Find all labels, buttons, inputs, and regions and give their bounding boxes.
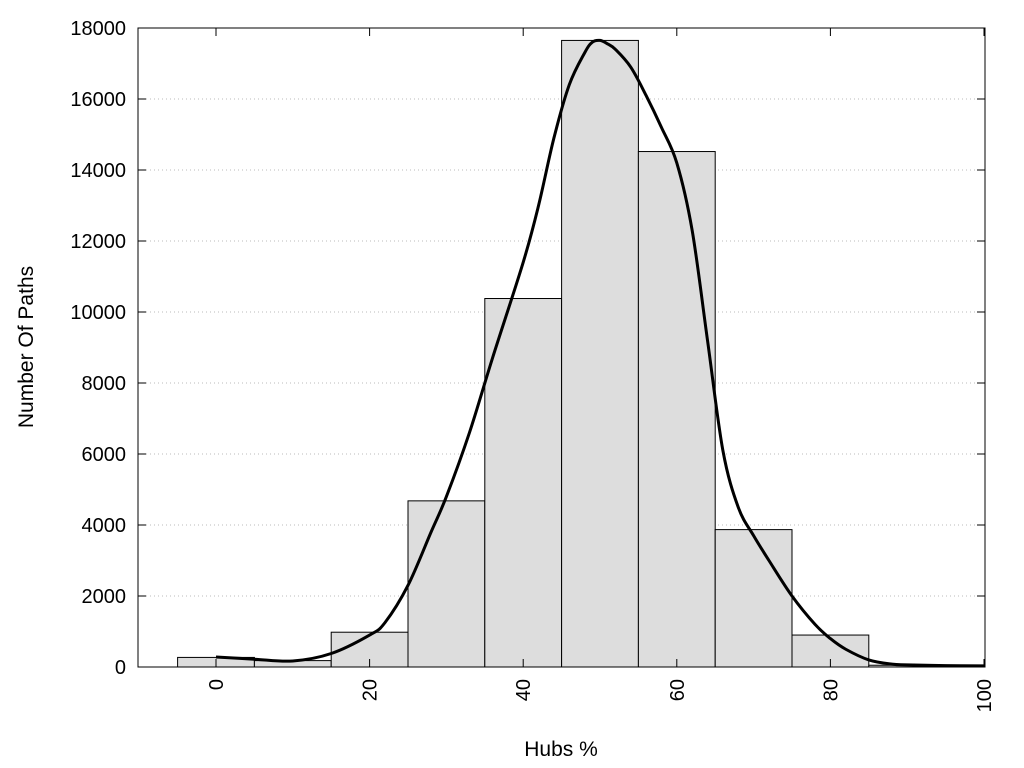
- y-tick-label: 12000: [70, 231, 126, 253]
- y-tick-label: 2000: [82, 586, 127, 608]
- histogram-bar: [561, 39, 639, 668]
- y-axis-title: Number Of Paths: [15, 266, 38, 428]
- y-tick-label: 8000: [82, 373, 127, 395]
- x-tick-label: 20: [360, 679, 382, 701]
- x-tick-label: 80: [820, 679, 842, 701]
- x-tick-label: 0: [206, 679, 228, 690]
- density-curve-layer: [215, 38, 985, 668]
- bars-layer: [177, 39, 947, 668]
- x-tick-label: 40: [513, 679, 535, 701]
- plot-frame: [137, 27, 986, 668]
- y-tick-label: 10000: [70, 302, 126, 324]
- y-tick-label: 6000: [82, 444, 127, 466]
- y-tick-label: 0: [115, 657, 126, 679]
- y-tick-label: 18000: [70, 18, 126, 40]
- x-axis-title: Hubs %: [524, 738, 598, 761]
- histogram-bar: [714, 529, 793, 668]
- density-curve: [215, 38, 985, 668]
- x-tick-label: 100: [974, 679, 996, 712]
- histogram-bar: [484, 298, 563, 668]
- x-ticks-layer: 0 20 40 60 80 100: [206, 28, 996, 712]
- y-tick-label: 4000: [82, 515, 127, 537]
- y-tick-label: 14000: [70, 160, 126, 182]
- histogram-bar: [407, 500, 486, 668]
- y-ticks-layer: 0 2000 4000 6000 8000 10000 12000 14000 16000 180…: [70, 18, 985, 679]
- histogram-bar: [637, 151, 716, 668]
- y-tick-label: 16000: [70, 89, 126, 111]
- x-tick-label: 60: [667, 679, 689, 701]
